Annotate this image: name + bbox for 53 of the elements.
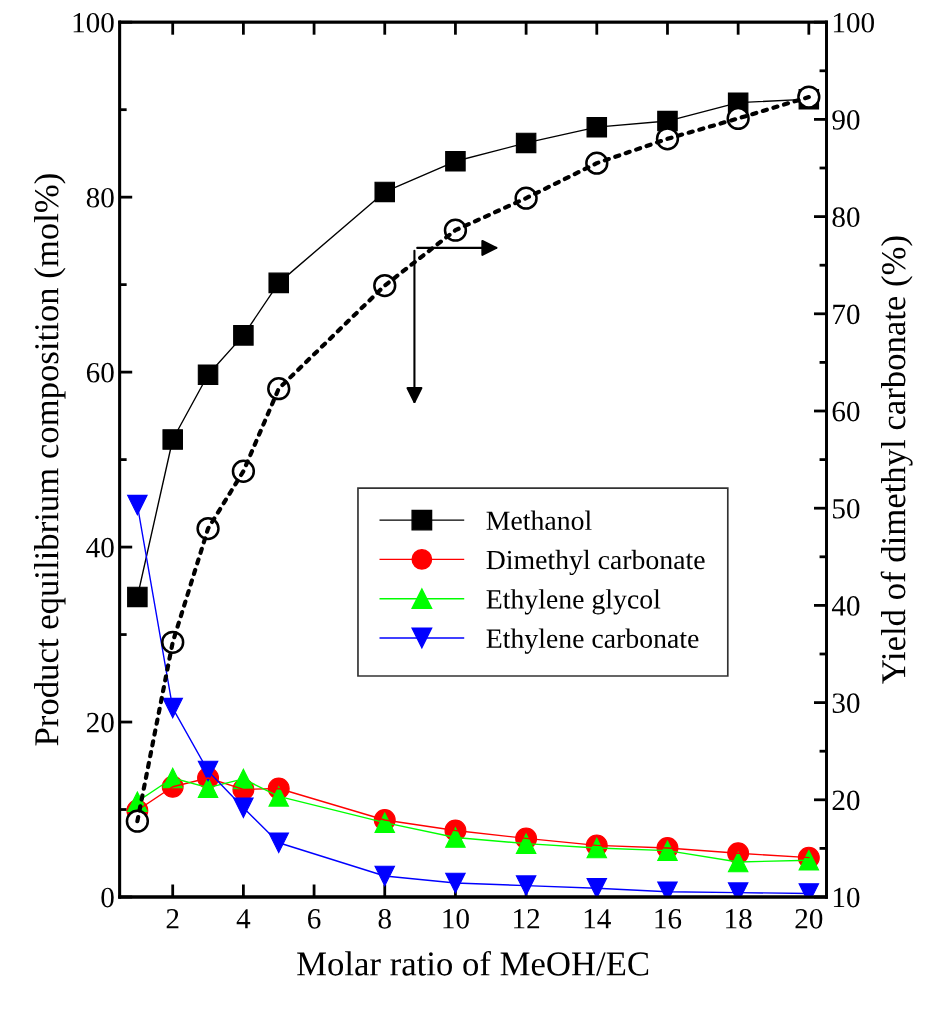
point xyxy=(727,851,749,873)
point xyxy=(586,877,608,897)
y2-axis-title: Yield of dimethyl carbonate (%) xyxy=(880,236,913,684)
point xyxy=(445,872,466,894)
point xyxy=(374,865,396,887)
y-tick-label: 60 xyxy=(86,362,114,383)
point xyxy=(445,827,466,848)
y2-tick-label: 10 xyxy=(833,887,860,908)
point xyxy=(197,364,219,386)
point xyxy=(162,429,183,450)
x-tick-label: 12 xyxy=(514,909,540,929)
point xyxy=(268,832,290,854)
x-tick-label: 2 xyxy=(166,909,179,929)
y2-tick-label: 100 xyxy=(833,12,874,33)
y2-tick-label: 60 xyxy=(832,401,860,422)
y2-tick-label: 50 xyxy=(833,498,860,519)
point xyxy=(127,494,148,516)
y2-tick-label: 30 xyxy=(832,693,860,714)
point xyxy=(197,777,219,798)
point xyxy=(233,325,254,346)
x-tick-label: 16 xyxy=(655,909,682,929)
x-tick-label: 8 xyxy=(378,908,391,929)
point xyxy=(515,833,537,854)
y-tick-label: 100 xyxy=(73,12,114,33)
y-tick-label: 0 xyxy=(101,887,114,908)
x-tick-label: 20 xyxy=(795,908,823,929)
x-axis-title: Molar ratio of MeOH/EC xyxy=(297,950,649,976)
legend-label: Ethylene carbonate xyxy=(486,628,699,654)
point xyxy=(125,809,150,833)
y2-tick-label: 90 xyxy=(832,110,860,130)
y-tick-label: 80 xyxy=(86,187,114,208)
x-tick-label: 4 xyxy=(236,909,251,929)
point xyxy=(445,151,466,172)
legend-label: Dimethyl carbonate xyxy=(486,549,705,576)
x-tick-label: 10 xyxy=(443,908,469,929)
point xyxy=(233,797,254,819)
x-tick-label: 18 xyxy=(726,908,752,929)
x-tick-label: 6 xyxy=(308,909,321,929)
point xyxy=(374,181,396,203)
point xyxy=(515,875,537,896)
y-axis-title: Product equilibrium composition (mol%) xyxy=(34,174,66,746)
point xyxy=(268,786,290,807)
legend-label: Ethylene glycol xyxy=(486,589,661,615)
y-tick-label: 20 xyxy=(86,712,114,733)
y2-tick-label: 80 xyxy=(832,207,860,228)
point xyxy=(268,272,290,294)
x-tick-label: 14 xyxy=(584,909,611,929)
legend-label: Methanol xyxy=(486,510,592,531)
y-tick-label: 40 xyxy=(86,537,114,558)
y2-tick-label: 20 xyxy=(832,790,860,811)
y2-tick-label: 70 xyxy=(833,304,860,325)
point xyxy=(127,586,148,608)
y2-tick-label: 40 xyxy=(831,596,860,616)
